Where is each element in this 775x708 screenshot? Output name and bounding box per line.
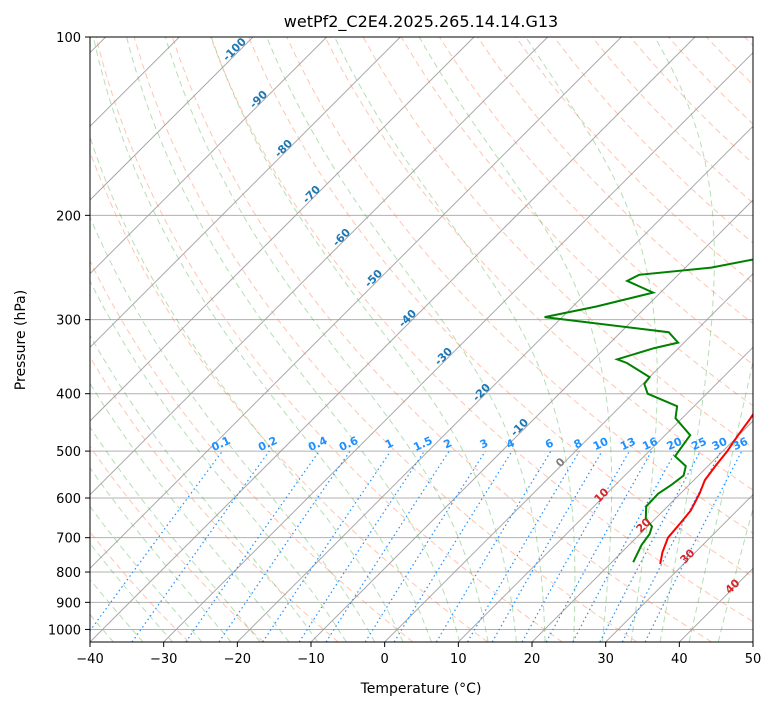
mixing-ratio-label: 10 <box>591 435 611 453</box>
plot-frame <box>89 36 754 643</box>
x-tick-label: −20 <box>224 652 251 667</box>
x-tick-label: 50 <box>745 652 762 667</box>
moist-adiabat-line <box>90 382 290 642</box>
x-tick-label: 10 <box>450 652 467 667</box>
moist-adiabat-line <box>210 37 517 642</box>
profile-traces <box>544 258 753 565</box>
chart-title: wetPf2_C2E4.2025.265.14.14.G13 <box>284 12 558 32</box>
moist-adiabat-line <box>525 37 658 642</box>
mixing-ratio-label: 36 <box>731 435 751 453</box>
isotherm-line <box>90 37 401 349</box>
y-tick-label: 200 <box>56 209 81 224</box>
isotherm-line <box>90 37 549 496</box>
moist-adiabat-line <box>92 37 432 642</box>
dry-adiabat-line <box>515 37 753 284</box>
mixing-ratio-label: 30 <box>710 435 730 453</box>
dry-adiabat-line <box>133 37 638 642</box>
x-tick-label: −30 <box>150 652 177 667</box>
mixing-ratio-line <box>435 450 552 642</box>
y-axis-label: Pressure (hPa) <box>13 290 29 390</box>
x-tick-label: 30 <box>597 652 614 667</box>
dry-adiabat-line <box>95 37 563 642</box>
dry-adiabat-line <box>248 37 753 578</box>
y-tick-label: 300 <box>56 314 81 329</box>
x-axis-ticks: −40 −30 −20 −10 0 10 20 30 40 50 <box>76 642 761 667</box>
mixing-ratio-label: 20 <box>665 435 685 453</box>
moist-adiabat-line <box>90 505 203 642</box>
isobar-grid <box>90 37 753 630</box>
temperature-trace <box>659 412 753 565</box>
moist-adiabat-line <box>90 426 261 642</box>
x-axis-label: Temperature (°C) <box>360 681 482 697</box>
y-tick-label: 900 <box>56 596 81 611</box>
moist-adiabat-line <box>418 37 613 642</box>
isotherm-line <box>384 272 753 642</box>
y-tick-label: 100 <box>56 31 81 46</box>
moist-adiabat-line <box>90 215 376 642</box>
dry-adiabat-line <box>210 37 753 623</box>
dry-adiabat-line <box>324 37 753 491</box>
mixing-ratio-line <box>393 450 513 642</box>
moist-adiabat-line <box>717 506 753 642</box>
y-axis-ticks: 100 200 300 400 500 600 700 800 900 1000 <box>48 31 90 638</box>
moist-adiabat-line <box>90 578 144 642</box>
moist-adiabat-line <box>90 135 404 642</box>
dry-adiabat-line <box>286 37 753 534</box>
y-tick-label: 700 <box>56 532 81 547</box>
x-tick-label: −10 <box>297 652 324 667</box>
moist-adiabat-line <box>334 37 576 642</box>
x-tick-label: 40 <box>671 652 688 667</box>
isotherm-line <box>90 37 696 642</box>
mixing-ratio-line <box>599 450 702 642</box>
moist-adiabats <box>90 37 753 642</box>
mixing-ratio-line <box>325 450 450 642</box>
dry-adiabat-line <box>90 445 264 642</box>
isotherm-line <box>163 51 753 642</box>
x-tick-label: 0 <box>381 652 389 667</box>
y-tick-label: 500 <box>56 445 81 460</box>
isotherm-line <box>605 493 753 642</box>
mixing-ratio-line <box>364 450 486 642</box>
mixing-ratio-line <box>298 450 425 642</box>
mixing-ratio-line <box>185 450 320 642</box>
mixing-ratio-line <box>572 450 677 642</box>
mixing-ratio-line <box>218 450 351 642</box>
isotherm-line <box>90 37 254 201</box>
isotherm-line <box>236 125 753 642</box>
dewpoint-trace <box>544 258 753 563</box>
moist-adiabat-line <box>90 334 319 642</box>
isotherm-line <box>90 37 622 570</box>
plot-area: -100-90-80-70-60-50-40-30-20-100.1 0.2 0.4… <box>90 37 753 642</box>
mixing-ratio-label: 13 <box>618 435 637 453</box>
y-tick-label: 400 <box>56 388 81 403</box>
isotherm-line <box>90 37 475 422</box>
mixing-ratio-line <box>466 450 580 642</box>
y-tick-label: 600 <box>56 492 81 507</box>
y-tick-label: 800 <box>56 566 81 581</box>
x-tick-label: −40 <box>76 652 103 667</box>
mixing-ratio-label: 25 <box>689 435 708 453</box>
moist-adiabat-line <box>688 358 753 642</box>
y-tick-label: 1000 <box>48 623 81 638</box>
dry-adiabat-line <box>90 259 414 642</box>
dry-adiabat-line <box>171 37 712 642</box>
moist-adiabat-line <box>126 37 461 642</box>
isotherm-line <box>310 199 753 642</box>
isotherm-line <box>457 346 753 642</box>
moist-adiabat-line <box>90 467 232 642</box>
moist-adiabat-line <box>164 37 489 642</box>
mixing-ratio-label: 16 <box>640 435 660 453</box>
isotherm-grid <box>90 37 753 642</box>
moist-adiabat-line <box>266 37 546 642</box>
mixing-ratio-line <box>262 450 392 642</box>
x-tick-label: 20 <box>524 652 541 667</box>
isotherm-line <box>531 420 753 642</box>
mixing-ratio-lines <box>90 450 743 642</box>
moist-adiabat-line <box>654 37 715 642</box>
moist-adiabat-line <box>90 542 173 642</box>
isotherm-line <box>90 37 328 275</box>
